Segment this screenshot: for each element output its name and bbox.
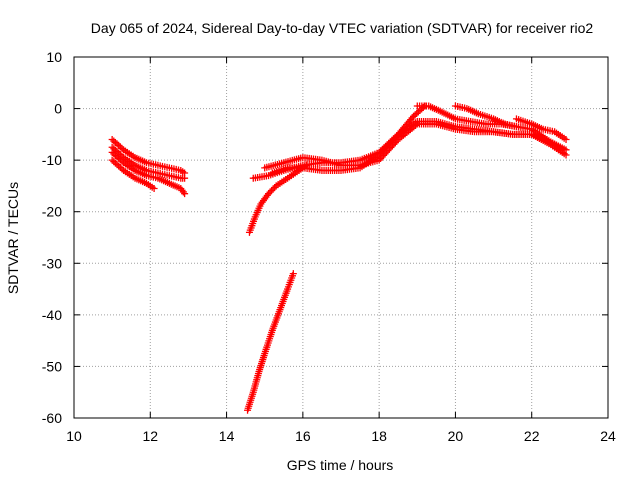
- x-tick-label: 18: [371, 428, 387, 444]
- data-point: [118, 157, 126, 165]
- data-point: [269, 185, 277, 193]
- series-track-k: [451, 102, 520, 131]
- y-tick-label: -50: [42, 358, 62, 374]
- x-tick-label: 22: [524, 428, 540, 444]
- y-tick-label: -20: [42, 204, 62, 220]
- series-track-c: [108, 148, 189, 198]
- data-point: [558, 146, 566, 154]
- ticks-layer: [73, 56, 609, 419]
- tick-labels-layer: 10 12 14 16 18 20 22 24 10 0 -10 -20 -30 -40 -50 -60: [42, 49, 616, 444]
- series-track-b: [108, 143, 189, 182]
- x-tick-label: 12: [142, 428, 158, 444]
- x-tick-label: 24: [600, 428, 616, 444]
- y-tick-label: -40: [42, 307, 62, 323]
- chart-title: Day 065 of 2024, Sidereal Day-to-day VTE…: [91, 20, 594, 36]
- series-track-i: [268, 102, 429, 177]
- y-tick-label: -30: [42, 255, 62, 271]
- x-axis-label: GPS time / hours: [287, 457, 394, 473]
- data-point: [181, 190, 189, 198]
- x-tick-label: 14: [219, 428, 235, 444]
- series-track-a: [108, 136, 189, 177]
- data-point: [268, 187, 276, 195]
- plot-frame: [73, 56, 609, 419]
- y-axis-label: SDTVAR / TECUs: [5, 182, 21, 294]
- y-tick-label: -60: [42, 410, 62, 426]
- y-tick-label: -10: [42, 152, 62, 168]
- data-point: [408, 114, 416, 122]
- series-track-d: [108, 156, 158, 193]
- points-layer: [108, 102, 570, 414]
- data-point: [289, 270, 297, 278]
- series-track-l: [512, 115, 570, 144]
- data-point: [118, 165, 126, 173]
- data-point: [150, 185, 158, 193]
- data-point: [266, 188, 274, 196]
- x-tick-label: 10: [66, 428, 82, 444]
- y-tick-label: 10: [46, 49, 62, 65]
- data-point: [419, 103, 427, 111]
- data-point: [181, 174, 189, 182]
- data-point: [265, 190, 273, 198]
- data-point: [512, 123, 520, 131]
- grid-layer: [74, 57, 608, 418]
- x-tick-label: 16: [295, 428, 311, 444]
- data-point: [118, 144, 126, 152]
- x-tick-label: 20: [448, 428, 464, 444]
- series-track-e: [244, 270, 297, 414]
- data-point: [562, 136, 570, 144]
- y-tick-label: 0: [54, 101, 62, 117]
